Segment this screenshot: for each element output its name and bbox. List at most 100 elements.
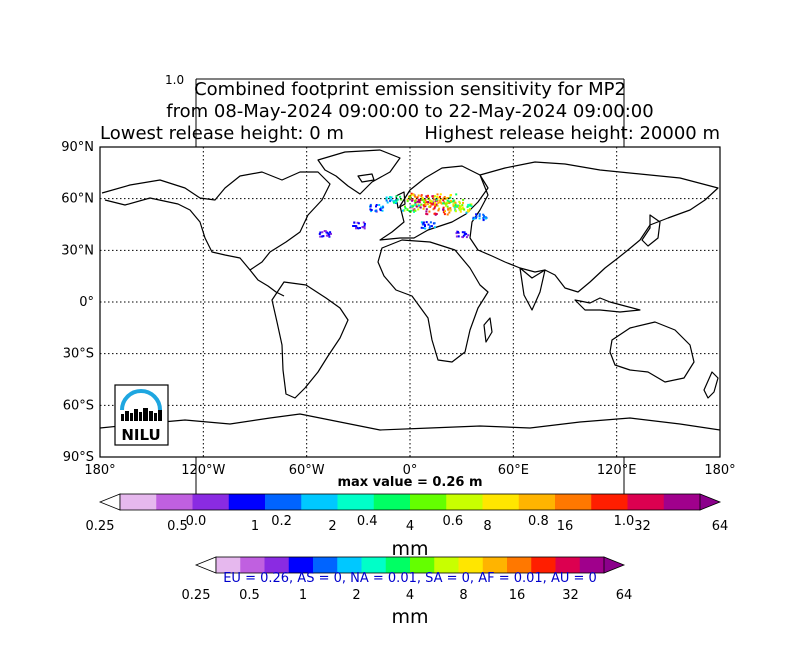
plume-cell [443,202,446,205]
plume-cell [457,231,459,234]
colorbar-segment [555,557,581,573]
colorbar-segment [361,557,387,573]
plume-cell [406,198,409,201]
plume-cell [427,196,430,199]
plume-cell [423,223,426,226]
plume-cell [394,201,397,204]
plume-cell [442,206,445,209]
plume-cell [470,205,473,208]
plume-cell [438,199,441,202]
plume-cell [412,205,415,208]
plume-cell [455,232,458,235]
plume-cell [463,231,466,234]
plume-cell [465,211,468,214]
overlay-tick-label: 0.8 [528,514,549,529]
plume-cell [369,208,372,211]
plume-cell [422,227,425,229]
plume-cell [409,205,412,208]
plume-cell [400,198,403,201]
colorbar-frame [215,556,605,574]
overlay-tick-label: 0.4 [357,514,378,529]
colorbar-tick-label: 1 [299,588,307,603]
plume-cell [393,201,395,204]
plume-cell [461,236,464,238]
plume-cell [432,198,435,201]
plume-cell [353,225,356,227]
plume-cell [449,209,452,212]
colorbar-segment [410,494,447,510]
plume-cell [478,215,481,217]
colorbar-tick-label: 0.5 [167,519,188,534]
colorbar-tick-label: 0.25 [182,588,211,603]
colorbar-segment [591,494,628,510]
chart-title-line-2: from 08-May-2024 09:00:00 to 22-May-2024… [166,101,653,122]
plume-cell [425,212,428,215]
y-tick-label: 90°N [61,140,94,155]
plume-cell [455,235,458,238]
plume-cell [363,222,366,225]
plume-cell [408,195,410,198]
plume-cell [414,203,417,206]
plume-cell [435,213,438,215]
nilu-logo-text: NILU [121,426,160,444]
plume-cell [459,206,461,209]
plume-cell [446,213,449,216]
plume-cell [410,192,413,195]
plume-cell [442,202,445,205]
plume-cell [443,196,446,198]
plume-cell [458,200,461,203]
plume-cell [381,209,384,212]
plume-cell [468,210,470,213]
plume-cell [362,221,365,224]
colorbar-segment [228,494,266,510]
plume-cell [482,216,485,219]
colorbar-segment [264,557,290,573]
plume-cell [457,235,460,238]
plume-cell [385,196,388,199]
plume-cell [421,197,424,200]
chart-title-line-1: Combined footprint emission sensitivity … [194,79,626,100]
plume-cell [399,195,402,198]
plume-cell [426,203,429,206]
plume-cell [472,217,475,220]
colorbar-under-arrow [194,556,217,574]
plume-cell [450,194,452,196]
plume-cell [461,206,464,209]
plume-cell [435,198,438,201]
plume-cell [462,198,465,201]
colorbar-tick-label: 16 [509,588,526,603]
map-x-tick-labels: 180° 120°W 60°W 0° 60°E 120°E 180° [84,463,735,478]
plume-cell [446,205,449,208]
overlay-tick-label: 1.0 [614,514,635,529]
plume-cell [353,221,356,224]
plume-cell [325,230,327,233]
overlay-tick-label: 0.2 [271,514,292,529]
plume-cell [418,206,421,209]
plume-cell [454,210,457,213]
plume-cell [425,221,428,224]
plume-cell [318,233,321,235]
plume-cell [429,199,432,202]
plume-cell [442,211,445,214]
plume-cell [329,231,332,234]
plume-cell [409,196,412,199]
colorbar-segment [265,494,302,510]
plume-cell [413,210,415,213]
plume-cell [417,198,420,201]
colorbar-tick-label: 8 [483,519,491,534]
plume-cell [433,226,436,229]
plume-cell [422,222,425,225]
plume-cell [380,206,382,209]
plume-cell [420,226,423,229]
plume-cell [357,222,360,225]
colorbar-segment [301,494,338,510]
plume-cell [455,205,458,208]
colorbar-segment [337,557,362,573]
plume-cell [462,234,465,237]
plume-cell [363,224,366,227]
plume-cell [389,196,391,198]
plume-cell [436,204,439,207]
plume-cell [414,201,417,204]
plume-cell [434,205,437,208]
plume-cell [403,209,406,212]
